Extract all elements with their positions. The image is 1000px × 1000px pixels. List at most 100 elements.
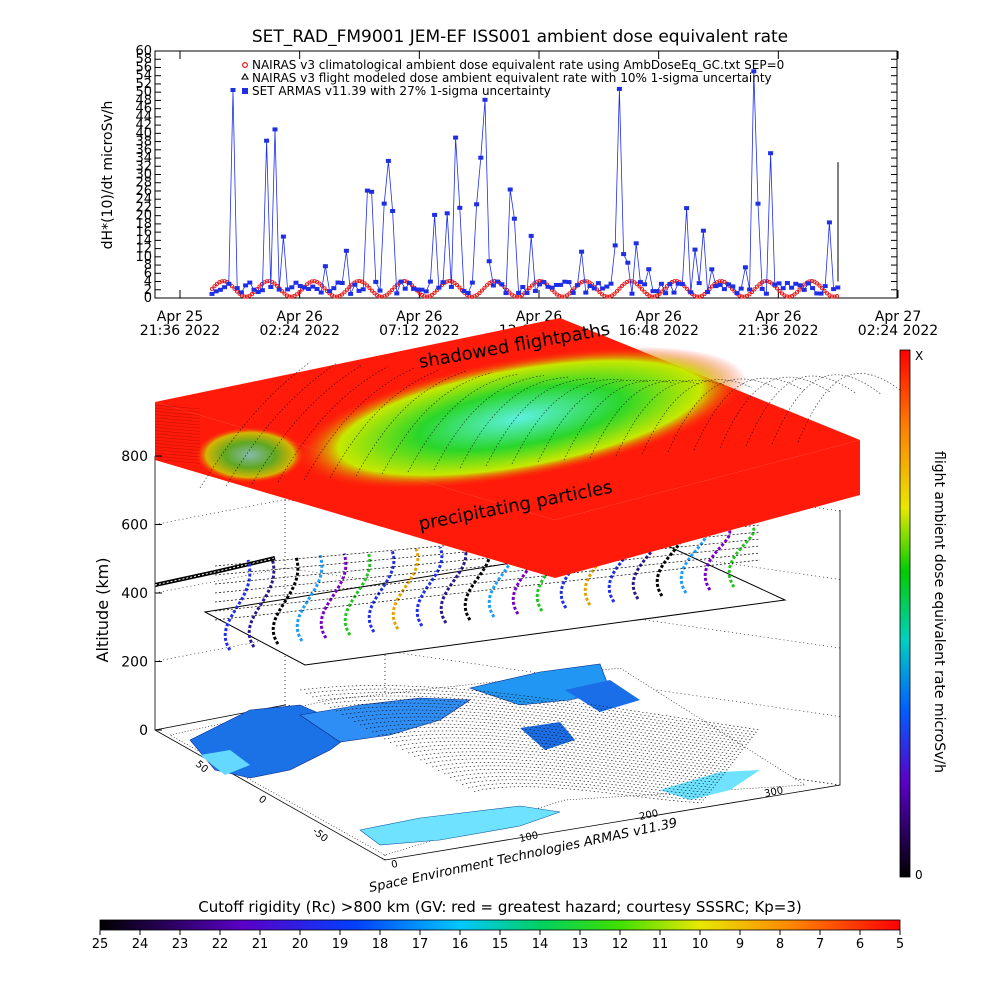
y-tick-label: 56 bbox=[135, 60, 152, 75]
climatological-point bbox=[552, 290, 557, 295]
slab-track bbox=[199, 361, 311, 489]
slab-stripe bbox=[154, 436, 201, 442]
x-tick-label: Apr 26 bbox=[276, 309, 323, 325]
y-tick-label: 22 bbox=[135, 200, 152, 215]
h-tick-label: 24 bbox=[132, 937, 149, 952]
slab-track bbox=[329, 369, 441, 479]
colorbar-top-label: X bbox=[915, 349, 923, 363]
h-tick-label: 19 bbox=[332, 937, 349, 952]
climatological-point bbox=[484, 283, 490, 288]
orbit-wave bbox=[439, 545, 468, 624]
triangle-marker-icon bbox=[241, 72, 249, 80]
y-tick-label: 18 bbox=[135, 217, 152, 232]
floor-track bbox=[401, 744, 727, 773]
h-tick-label: 9 bbox=[736, 937, 744, 952]
y-tick-label: 16 bbox=[135, 225, 152, 240]
orbit-rung bbox=[214, 545, 761, 603]
floor-track bbox=[311, 692, 757, 736]
lat-tick-label: -50 bbox=[310, 826, 330, 845]
y-axis-ticks: 0246810121416182022242628303234363840424… bbox=[135, 44, 897, 306]
y-tick-label: 58 bbox=[135, 52, 152, 67]
slab-track bbox=[537, 380, 649, 463]
h-tick-label: 21 bbox=[252, 937, 269, 952]
slab-stripe bbox=[154, 420, 201, 426]
orbit-rung bbox=[214, 552, 761, 612]
slab-stripe bbox=[154, 430, 201, 435]
slab-track bbox=[563, 380, 675, 461]
slab-stripe bbox=[154, 452, 201, 458]
slab-track bbox=[225, 363, 337, 487]
climatological-point bbox=[792, 292, 797, 297]
y-tick-label: 2 bbox=[144, 283, 152, 298]
climatological-point bbox=[639, 287, 645, 292]
orbit-wave bbox=[223, 559, 252, 651]
land-landmass bbox=[660, 770, 760, 800]
slab-stripe bbox=[154, 455, 201, 461]
y-tick-label: 4 bbox=[144, 275, 152, 290]
armas-line bbox=[211, 71, 838, 296]
climatological-point bbox=[519, 293, 525, 298]
slab-track bbox=[511, 379, 623, 465]
h-tick-label: 20 bbox=[292, 937, 309, 952]
x-tick-label: Apr 25 bbox=[157, 309, 203, 325]
orbit-wave bbox=[319, 553, 348, 639]
floor-track bbox=[341, 709, 747, 748]
climatological-point bbox=[424, 294, 430, 299]
y-tick-label: 44 bbox=[135, 110, 152, 125]
orbit-wave bbox=[487, 541, 516, 618]
climatological-point bbox=[794, 290, 800, 295]
h-tick-label: 13 bbox=[572, 937, 589, 952]
climatological-point bbox=[452, 280, 457, 285]
slab-stripe bbox=[154, 427, 201, 432]
climatological-point bbox=[322, 286, 327, 291]
climatological-point bbox=[422, 294, 427, 299]
orbit-wave bbox=[391, 548, 420, 630]
x-tick-label: 07:12 2022 bbox=[379, 323, 459, 339]
circle-marker-icon bbox=[242, 61, 249, 68]
y-tick-label: 40 bbox=[135, 126, 152, 141]
slab-stripe bbox=[154, 417, 201, 423]
climatological-point bbox=[777, 289, 782, 294]
y-tick-label: 6 bbox=[144, 266, 152, 281]
climatological-point bbox=[367, 285, 372, 291]
y-tick-label: 10 bbox=[135, 250, 152, 265]
climatological-point bbox=[534, 279, 540, 284]
z-tick-label: 800 bbox=[121, 449, 148, 465]
shadowed-track bbox=[154, 557, 276, 586]
y-tick-label: 38 bbox=[135, 135, 152, 150]
climatological-point bbox=[477, 290, 482, 296]
slab-track bbox=[667, 378, 779, 453]
legend-item-set-armas: SET ARMAS v11.39 with 27% 1-sigma uncert… bbox=[242, 84, 551, 98]
x-tick-label: Apr 27 bbox=[875, 309, 921, 325]
z-tick-label: 600 bbox=[121, 518, 148, 534]
orbit-wave bbox=[271, 556, 300, 645]
climatological-point bbox=[642, 289, 647, 294]
slab-track bbox=[381, 372, 493, 475]
slab-track bbox=[355, 370, 467, 477]
x-tick-label: Apr 26 bbox=[755, 309, 802, 325]
y-tick-label: 26 bbox=[135, 184, 152, 199]
slab-stripe bbox=[154, 439, 201, 445]
climatological-point bbox=[579, 279, 585, 284]
slab-stripe bbox=[154, 414, 201, 419]
y-tick-label: 46 bbox=[135, 102, 152, 117]
floor-track bbox=[383, 734, 733, 766]
land-landmass bbox=[565, 680, 640, 712]
climatological-point bbox=[814, 281, 820, 286]
y-tick-label: 12 bbox=[135, 242, 152, 257]
climatological-point bbox=[754, 284, 760, 289]
climatological-point bbox=[457, 285, 462, 290]
colorbar-ticks: 25 24 23 22 21 20 19 18 17 16 15 14 13 12 11 10 9 8 7 6 5 bbox=[92, 930, 904, 952]
z-tick-label: 0 bbox=[139, 723, 148, 739]
lat-tick-label: 0 bbox=[256, 794, 268, 807]
y-tick-label: 50 bbox=[135, 85, 152, 100]
x-tick-label: 02:24 2022 bbox=[858, 323, 938, 339]
altitude-axis-label: Altitude (km) bbox=[93, 558, 112, 663]
climatological-point bbox=[249, 292, 255, 297]
chart-title: SET_RAD_FM9001 JEM-EF ISS001 ambient dos… bbox=[252, 27, 788, 47]
y-tick-label: 0 bbox=[144, 291, 152, 306]
h-tick-label: 23 bbox=[172, 937, 189, 952]
slab-stripe bbox=[154, 449, 201, 455]
h-tick-label: 6 bbox=[856, 937, 864, 952]
